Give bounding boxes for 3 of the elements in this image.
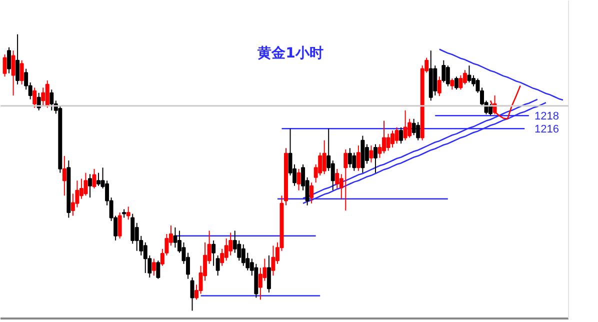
y-tick-label: 1216	[534, 124, 559, 136]
text: 黄金1小时	[256, 46, 324, 62]
y-tick-label: 1218	[534, 110, 559, 123]
